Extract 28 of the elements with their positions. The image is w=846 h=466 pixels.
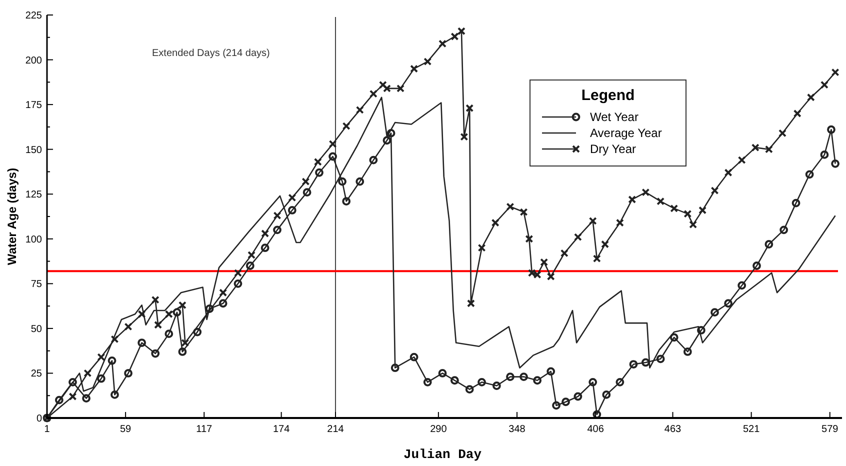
y-tick-label: 150 [25,144,42,156]
y-tick-label: 125 [25,190,42,201]
x-tick-label: 579 [822,424,839,435]
x-tick-label: 1 [44,424,50,435]
y-tick-label: 200 [25,55,42,66]
legend-label: Wet Year [590,110,638,124]
x-tick-label: 463 [664,424,682,435]
y-tick-label: 75 [30,279,42,290]
y-tick-label: 0 [36,414,42,424]
x-tick-label: 406 [587,424,604,435]
legend-label: Average Year [590,126,662,140]
legend-title: Legend [581,87,635,104]
x-tick-label: 59 [120,424,132,435]
annotation: Extended Days (214 days) [152,48,270,59]
y-axis-title: Water Age (days) [5,168,19,266]
y-tick-label: 225 [25,10,42,22]
x-tick-label: 117 [196,424,213,435]
x-tick-label: 521 [742,424,760,435]
x-tick-label: 348 [508,424,526,435]
y-tick-label: 175 [25,100,42,112]
x-tick-label: 290 [430,424,448,435]
legend-label: Dry Year [590,142,636,156]
x-tick-label: 214 [327,424,344,435]
x-axis-title: Julian Day [403,447,482,462]
y-tick-label: 100 [25,234,42,246]
x-tick-label: 174 [272,424,290,435]
y-tick-label: 50 [30,324,42,335]
y-tick-label: 25 [30,368,42,380]
